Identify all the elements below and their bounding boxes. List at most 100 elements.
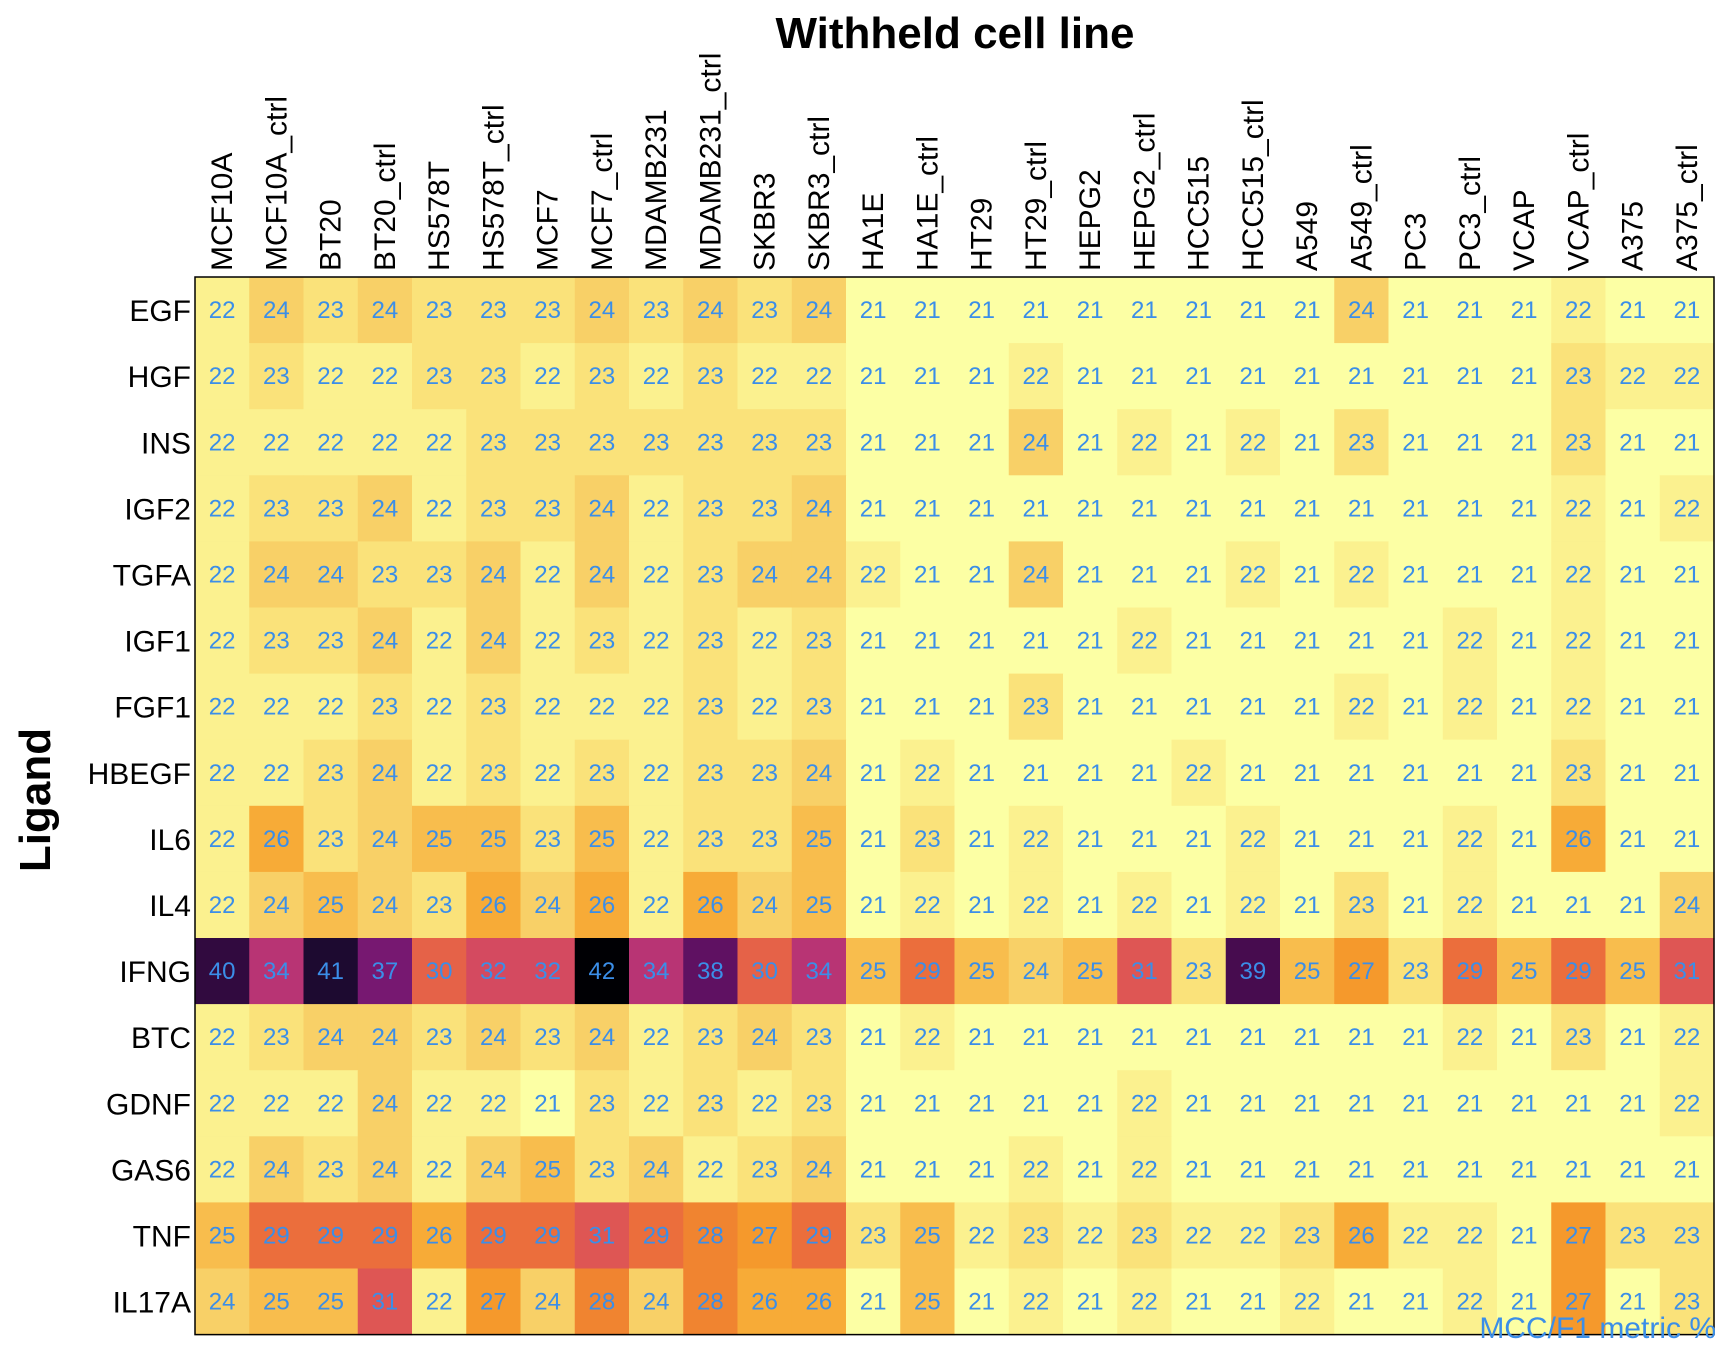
cell-value-label: 21 [968,628,995,655]
cell-value-label: 23 [697,826,724,853]
cell-value-label: 21 [1457,363,1484,390]
cell-value-label: 23 [697,495,724,522]
heatmap-cell [357,1202,413,1270]
heatmap-cell [520,938,576,1005]
heatmap-cell [195,1202,250,1270]
row-label: TNF [133,1220,191,1253]
heatmap-cell [1442,277,1498,344]
heatmap-cell [1442,1268,1498,1336]
cell-value-label: 23 [480,694,507,721]
cell-value-label: 27 [480,1289,507,1316]
heatmap-cell [1605,871,1661,939]
heatmap-cell [900,1136,956,1203]
cell-value-label: 21 [1402,1156,1429,1183]
heatmap-cell [1008,409,1064,476]
heatmap-cell [954,1136,1010,1203]
cell-value-label: 21 [968,1156,995,1183]
cell-value-label: 23 [1619,1222,1646,1249]
cell-value-label: 21 [1294,297,1321,324]
heatmap-cell [1388,607,1444,675]
heatmap-cell [791,1268,847,1336]
cell-value-label: 21 [860,1090,887,1117]
heatmap-cell [846,1268,901,1336]
cell-value-label: 23 [589,429,616,456]
cell-value-label: 21 [1348,826,1375,853]
cell-value-label: 24 [643,1289,670,1316]
heatmap-cell [1117,673,1173,741]
cell-value-label: 21 [914,561,941,588]
cell-value-label: 23 [534,826,561,853]
cell-value-label: 21 [1348,628,1375,655]
cell-value-label: 21 [1294,760,1321,787]
cell-value-label: 23 [751,429,778,456]
cell-value-label: 22 [1023,1156,1050,1183]
heatmap-cell [520,673,576,741]
heatmap-cell [629,871,684,939]
heatmap-cell [1117,805,1173,873]
column-label: HT29_ctrl [1020,141,1053,271]
heatmap-cell [520,343,576,410]
heatmap-cell [1117,871,1173,939]
cell-value-label: 23 [589,363,616,390]
cell-value-label: 23 [1294,1222,1321,1249]
cell-value-label: 23 [317,826,344,853]
heatmap-cell [737,1070,793,1137]
heatmap-cell [1388,409,1444,476]
cell-value-label: 21 [860,1156,887,1183]
cell-value-label: 34 [263,958,290,985]
heatmap-cell [249,475,305,542]
heatmap-cell [1117,343,1173,410]
heatmap-cell [737,475,793,542]
cell-value-label: 22 [643,826,670,853]
heatmap-cell [846,277,901,344]
cell-value-label: 25 [534,1156,561,1183]
heatmap-cell [1659,607,1715,675]
heatmap-cell [303,607,359,675]
cell-value-label: 24 [806,561,833,588]
cell-value-label: 27 [1565,1222,1592,1249]
cell-value-label: 21 [914,1090,941,1117]
cell-value-label: 23 [1565,1024,1592,1051]
cell-value-label: 22 [263,1090,290,1117]
heatmap-cell [1008,805,1064,873]
heatmap-cell [629,475,684,542]
heatmap-cell [574,1136,630,1203]
cell-value-label: 23 [372,561,399,588]
cell-value-label: 23 [426,561,453,588]
heatmap-cell [412,277,467,344]
heatmap-cell [791,607,847,675]
cell-value-label: 21 [968,826,995,853]
heatmap-cell [1442,541,1498,609]
heatmap-cell [520,739,576,807]
cell-value-label: 21 [1619,429,1646,456]
heatmap-cell [846,739,901,807]
cell-value-label: 23 [806,429,833,456]
heatmap-cell [1171,475,1227,542]
cell-value-label: 21 [1131,694,1158,721]
cell-value-label: 22 [426,1156,453,1183]
heatmap-cell [574,1004,630,1071]
heatmap-cell [1063,277,1118,344]
heatmap-cell [1225,1202,1281,1270]
cell-value-label: 26 [1348,1222,1375,1249]
heatmap-cell [1659,739,1715,807]
cell-value-label: 21 [1348,1156,1375,1183]
column-label: HA1E [857,193,890,271]
heatmap-cell [737,607,793,675]
heatmap-cell [846,343,901,410]
cell-value-label: 22 [1240,1222,1267,1249]
cell-value-label: 22 [643,628,670,655]
cell-value-label: 21 [1402,694,1429,721]
cell-value-label: 34 [643,958,670,985]
cell-value-label: 24 [372,628,399,655]
heatmap-cell [900,871,956,939]
heatmap-cell [1063,475,1118,542]
heatmap-cell [900,1202,956,1270]
heatmap-cell [303,475,359,542]
heatmap-cell [1280,1268,1335,1336]
column-label: HS578T_ctrl [477,104,510,271]
cell-value-label: 26 [697,892,724,919]
cell-value-label: 21 [1185,826,1212,853]
cell-value-label: 22 [1240,429,1267,456]
heatmap-cell [1551,1268,1607,1336]
